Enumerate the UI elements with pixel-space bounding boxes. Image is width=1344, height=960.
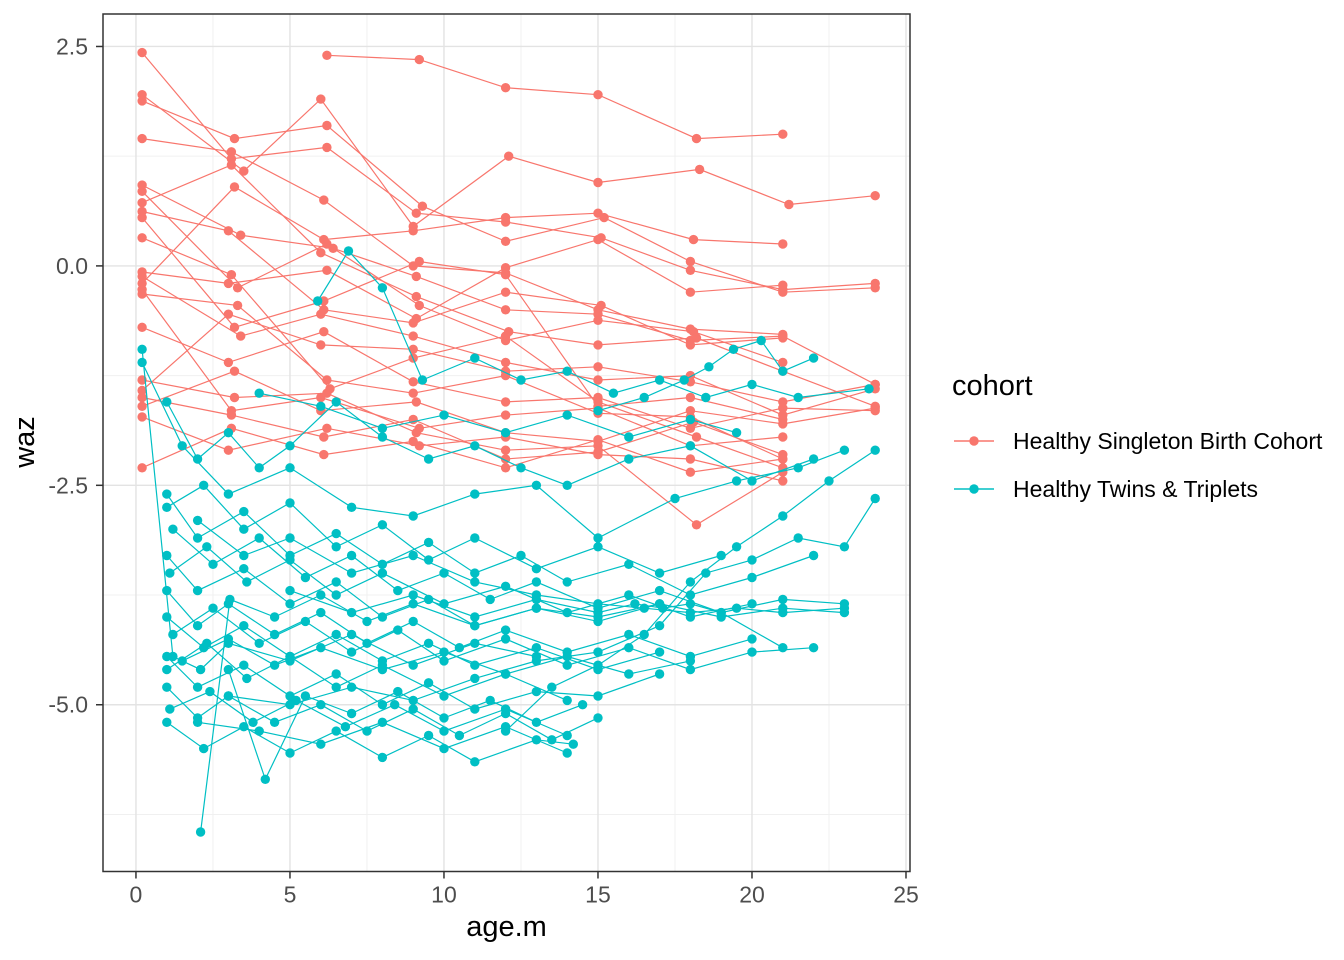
- legend-key-line-point-icon: [954, 484, 994, 494]
- legend-title: cohort: [952, 370, 1033, 402]
- panel-border: [102, 13, 911, 873]
- x-axis-title: age.m: [466, 911, 547, 943]
- x-tick-label: 5: [284, 882, 297, 908]
- axis-ticks: [96, 45, 907, 879]
- y-tick-label: 2.5: [56, 33, 88, 59]
- x-tick-label: 20: [739, 882, 765, 908]
- legend: cohort Healthy Singleton Birth Cohort He…: [952, 370, 1322, 502]
- y-axis-title: waz: [9, 416, 41, 468]
- legend-entry-label: Healthy Singleton Birth Cohort: [1013, 427, 1323, 454]
- x-tick-label: 0: [130, 882, 143, 908]
- y-tick-label: -2.5: [48, 472, 88, 498]
- legend-entry-singleton: Healthy Singleton Birth Cohort: [952, 427, 1322, 455]
- series-points-0: [137, 47, 880, 530]
- axis-tick-labels: 0 5 10 15 20 25 2.5 0.0 -2.5 -5.0: [48, 33, 918, 907]
- legend-key-line-point-icon: [954, 436, 994, 446]
- y-tick-label: -5.0: [48, 692, 88, 718]
- x-tick-label: 15: [585, 882, 611, 908]
- x-tick-label: 10: [431, 882, 457, 908]
- y-tick-label: 0.0: [56, 253, 88, 279]
- series-points-1: [137, 246, 880, 837]
- panel-background: [103, 14, 910, 872]
- x-tick-label: 25: [893, 882, 919, 908]
- legend-entry-twins: Healthy Twins & Triplets: [952, 475, 1258, 503]
- legend-entry-label: Healthy Twins & Triplets: [1013, 475, 1259, 502]
